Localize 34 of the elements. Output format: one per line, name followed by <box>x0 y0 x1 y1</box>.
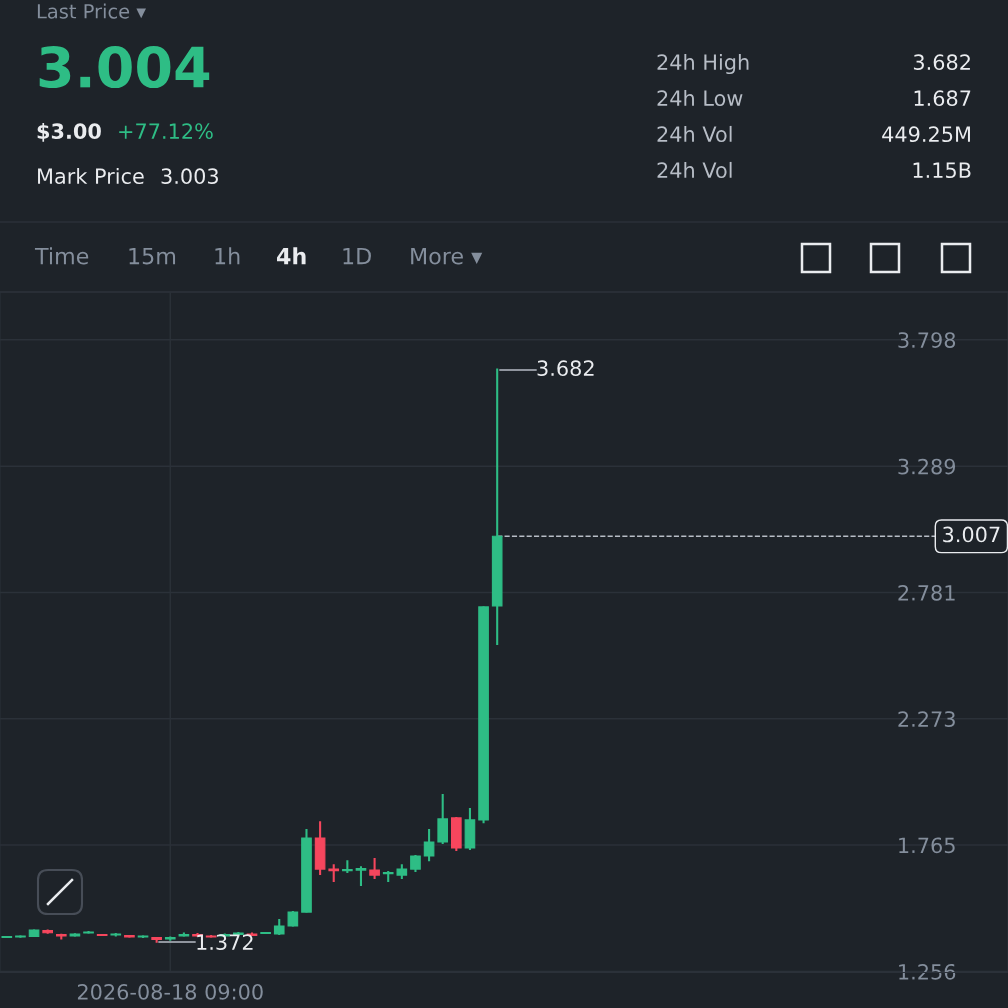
text: 15m <box>129 247 176 265</box>
y-tick-label: 1.765 <box>899 837 955 854</box>
y-tick-label: 2.273 <box>898 711 955 727</box>
y-tick-label: 3.289 <box>898 458 956 475</box>
text: Time <box>34 247 89 265</box>
y-tick-label: 3.798 <box>898 332 956 348</box>
text: More ▾ <box>411 247 483 265</box>
text: 1.687 <box>914 90 971 107</box>
text: 1h <box>215 247 240 265</box>
annotation: 1.372 <box>197 934 253 951</box>
text: 4h <box>277 247 306 265</box>
text: 3.004 <box>39 46 210 89</box>
x-tick-label: 2026-08-18 09:00 <box>77 983 263 1000</box>
text: 3.003 <box>161 168 218 185</box>
ref-line-label: 3.007 <box>943 526 1000 543</box>
y-tick-label: 1.256 <box>899 963 956 980</box>
annotation: 3.682 <box>537 360 594 377</box>
candlestick <box>423 828 435 863</box>
candlestick <box>355 865 367 888</box>
text: Last Price ▾ <box>37 3 146 19</box>
text: 449.25M <box>882 126 970 143</box>
text: +77.12% <box>119 123 213 140</box>
text: Mark Price <box>38 167 144 185</box>
text: 24h Vol <box>657 161 732 179</box>
text: 24h High <box>657 53 749 75</box>
text: 1D <box>343 247 371 265</box>
text: 24h Vol <box>657 125 732 143</box>
candlestick <box>437 793 449 846</box>
text: 24h Low <box>657 89 743 107</box>
text: $3.00 <box>37 122 101 142</box>
text: 1.15B <box>913 162 971 179</box>
candlestick <box>369 856 380 881</box>
y-tick-label: 2.781 <box>898 584 955 601</box>
text: 3.682 <box>913 54 970 71</box>
